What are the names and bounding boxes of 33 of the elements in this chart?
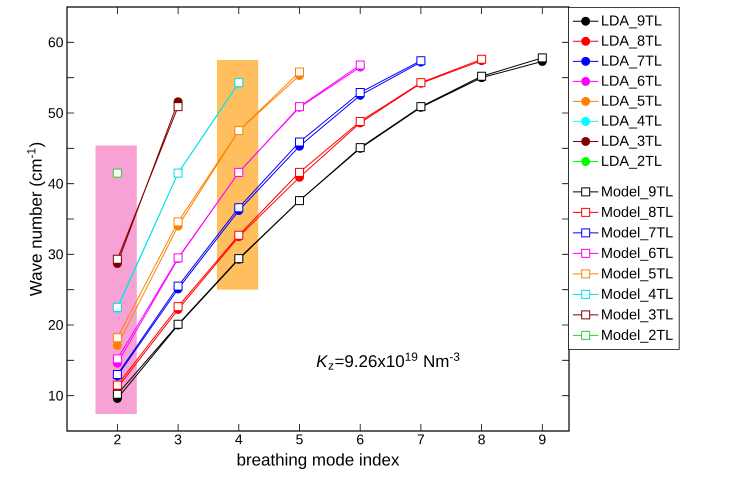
- annotation: K$_{z}$=9.26x10$^{19}$ Nm$^{-3}$: [316, 352, 460, 370]
- legend-label: LDA_6TL: [602, 76, 662, 89]
- x-axis-title: breathing mode index: [238, 453, 400, 470]
- y-tick-label: 40: [48, 178, 63, 189]
- x-tick-label: 2: [114, 434, 121, 444]
- y-axis-title: Wave number (cm$^{-1}$): [27, 142, 46, 296]
- legend-label: Model_4TL: [602, 288, 673, 302]
- y-tick-label: 20: [48, 320, 63, 330]
- legend-label: Model_5TL: [602, 268, 673, 282]
- legend-label: LDA_4TL: [602, 116, 662, 128]
- legend-label: LDA_5TL: [602, 96, 662, 109]
- legend-label: Model_8TL: [602, 206, 673, 220]
- legend-label: Model_9TL: [602, 186, 673, 200]
- y-tick-label: 30: [48, 249, 63, 260]
- legend-label: LDA_8TL: [602, 36, 662, 48]
- x-tick-label: 3: [174, 434, 182, 444]
- legend-label: Model_3TL: [602, 308, 673, 322]
- legend-label: Model_6TL: [602, 247, 673, 261]
- y-tick-label: 60: [48, 37, 63, 48]
- y-tick-label: 10: [49, 390, 63, 401]
- legend-label: Model_2TL: [602, 329, 673, 343]
- legend-label: LDA_7TL: [602, 56, 662, 68]
- y-tick-label: 50: [48, 108, 63, 118]
- x-tick-label: 5: [296, 434, 303, 444]
- legend-label: LDA_3TL: [602, 136, 662, 149]
- legend-label: LDA_9TL: [602, 15, 662, 28]
- x-tick-label: 6: [357, 434, 364, 444]
- x-tick-label: 7: [418, 434, 424, 444]
- legend-label: LDA_2TL: [602, 156, 662, 169]
- legend-label: Model_7TL: [602, 226, 673, 240]
- x-tick-label: 4: [235, 434, 242, 444]
- x-tick-label: 9: [539, 434, 546, 444]
- x-tick-label: 8: [478, 434, 485, 444]
